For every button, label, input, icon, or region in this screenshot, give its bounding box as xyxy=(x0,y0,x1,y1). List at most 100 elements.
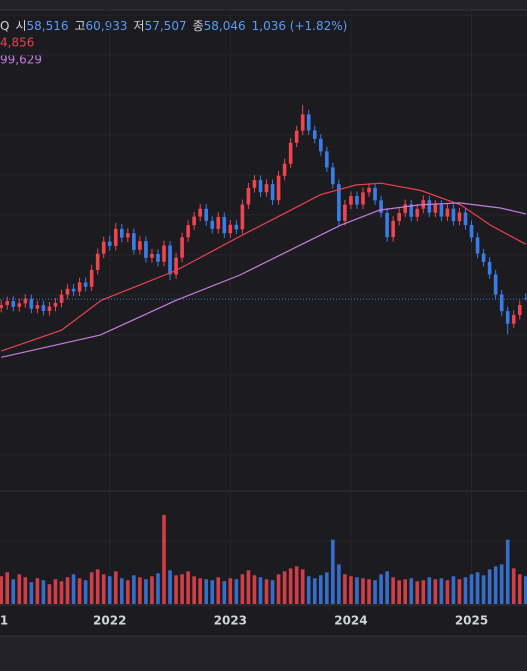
volume-bar xyxy=(23,577,28,604)
volume-bar xyxy=(132,575,136,604)
volume-bar xyxy=(77,578,82,604)
candle-body xyxy=(89,269,94,287)
x-tick-label: 2023 xyxy=(214,614,247,628)
header-line: Q 시58,516 고60,933 저57,507 종58,046 1,036 (+1.8… xyxy=(0,19,347,33)
candle-body xyxy=(47,306,52,311)
volume-bar xyxy=(523,576,527,604)
candle-body xyxy=(192,216,196,226)
volume-bar xyxy=(89,572,94,604)
volume-bar xyxy=(168,570,172,604)
candle-body xyxy=(397,212,401,221)
candle-body xyxy=(517,304,522,316)
volume-bar xyxy=(126,580,130,604)
candle-body xyxy=(204,208,209,221)
candle-body xyxy=(487,261,492,275)
change: 1,036 (+1.82%) xyxy=(252,19,348,33)
volume-bar xyxy=(258,577,263,604)
volume-bar xyxy=(445,580,450,604)
volume-bar xyxy=(210,580,215,604)
candle-body xyxy=(174,257,178,275)
volume-bar xyxy=(234,579,239,604)
candle-body xyxy=(65,288,70,295)
field-label: 고 xyxy=(75,19,86,33)
volume-bar xyxy=(270,580,275,604)
candle-body xyxy=(276,175,281,201)
volume-bar xyxy=(355,577,359,604)
candle-body xyxy=(433,204,438,213)
volume-bar xyxy=(385,571,389,604)
volume-bar xyxy=(379,574,383,604)
candle-body xyxy=(385,212,389,238)
volume-bar xyxy=(53,579,58,604)
candle-body xyxy=(300,114,305,131)
volume-bar xyxy=(331,539,335,604)
candle-body xyxy=(150,253,154,258)
candle-body xyxy=(331,167,335,185)
volume-bar xyxy=(192,576,196,604)
volume-bar xyxy=(5,572,10,604)
candle-body xyxy=(144,241,148,258)
candle-body xyxy=(457,212,462,222)
volume-bar xyxy=(113,571,118,604)
field-label: 시 xyxy=(15,19,26,33)
candle-body xyxy=(138,241,142,250)
volume-bar xyxy=(101,574,106,604)
x-tick-label: 2022 xyxy=(93,614,126,628)
volume-bar xyxy=(409,578,414,604)
candle-body xyxy=(282,163,287,176)
volume-bar xyxy=(162,514,166,604)
volume-bar xyxy=(95,569,100,604)
candle-body xyxy=(349,196,353,205)
candle-body xyxy=(210,220,215,229)
volume-bar xyxy=(29,582,34,604)
candle-body xyxy=(415,208,420,217)
candle-body xyxy=(343,204,347,221)
field-value: 58,046 xyxy=(204,19,246,33)
volume-bar xyxy=(107,576,112,604)
volume-bar xyxy=(337,564,341,604)
volume-bar xyxy=(240,574,245,604)
candle-body xyxy=(234,224,239,230)
candle-body xyxy=(101,241,106,254)
volume-bar xyxy=(312,578,317,604)
candle-body xyxy=(198,208,202,217)
volume-bar xyxy=(505,539,510,604)
candle-body xyxy=(156,253,160,262)
candle-body xyxy=(361,192,365,205)
volume-bar xyxy=(246,570,251,604)
candle-body xyxy=(355,196,359,205)
candle-body xyxy=(505,311,510,324)
candle-body xyxy=(5,301,10,305)
candle-body xyxy=(499,294,504,312)
volume-bar xyxy=(463,577,468,604)
volume-bar xyxy=(325,572,329,604)
header: Q 시58,516 고60,933 저57,507 종58,046 1,036 (+1.8… xyxy=(0,19,347,67)
candles xyxy=(0,105,527,335)
volume-bar xyxy=(47,584,52,604)
volume-bar xyxy=(252,575,257,604)
candle-body xyxy=(312,130,317,139)
volume-bar xyxy=(403,579,408,604)
field-value: 57,507 xyxy=(145,19,187,33)
candle-body xyxy=(11,301,16,307)
candle-body xyxy=(216,217,221,229)
volume-bar xyxy=(174,575,178,604)
ma-label: 4,856 xyxy=(0,36,34,50)
candle-body xyxy=(53,302,58,307)
candle-body xyxy=(481,253,486,262)
candle-body xyxy=(222,217,227,234)
candle-body xyxy=(511,315,516,324)
field-label: 저 xyxy=(134,19,145,33)
volume-bar xyxy=(222,581,227,604)
volume-bar xyxy=(433,579,438,604)
candle-body xyxy=(337,184,341,221)
candle-body xyxy=(240,204,245,230)
volume-bar xyxy=(451,576,456,604)
candle-body xyxy=(23,298,28,304)
candle-body xyxy=(475,237,480,254)
volume-bar xyxy=(119,578,124,604)
candle-body xyxy=(132,233,136,250)
volume-bar xyxy=(0,576,4,604)
volume-bar xyxy=(228,578,233,604)
